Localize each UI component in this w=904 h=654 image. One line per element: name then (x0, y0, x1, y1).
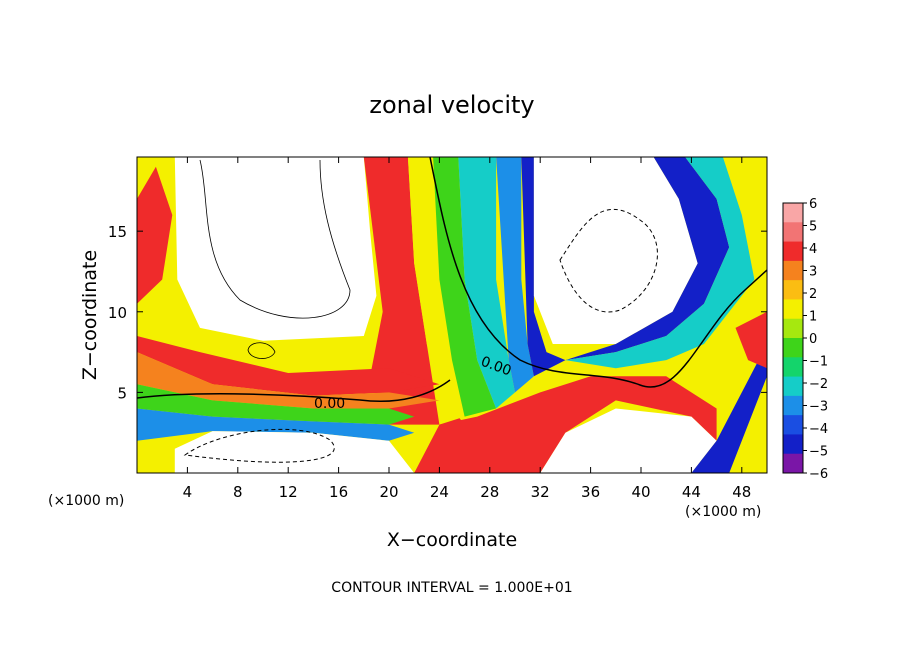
colorbar-swatch (783, 415, 803, 435)
x-tick-label: 12 (279, 483, 298, 501)
colorbar-tick-label: 3 (809, 265, 817, 280)
y-tick-label: 15 (108, 223, 127, 241)
contour-label-lower: 0.00 (314, 396, 345, 412)
field-region (363, 157, 465, 425)
field-region (540, 408, 717, 473)
colorbar-tick-label: −3 (809, 400, 828, 415)
colorbar-swatch (783, 318, 803, 339)
colorbar-swatch (783, 241, 803, 262)
field-region (137, 336, 440, 396)
chart-title: zonal velocity (369, 91, 534, 119)
field-region (137, 408, 415, 441)
x-unit-label-right: (×1000 m) (685, 504, 761, 520)
field-region (414, 376, 717, 473)
contour-lines (137, 157, 767, 463)
colorbar-swatch (783, 453, 803, 474)
colorbar-swatch (783, 260, 803, 281)
colorbar-swatch (783, 338, 803, 358)
field-region (496, 157, 534, 393)
colorbar-swatch (783, 299, 803, 320)
colorbar-swatch (783, 376, 803, 397)
colorbar-swatch (783, 395, 803, 416)
colorbar-tick-label: −2 (809, 377, 828, 392)
field-region (137, 384, 415, 425)
colorbar-tick-label: 2 (809, 287, 817, 302)
colorbar-swatch (783, 434, 803, 455)
field-region (691, 344, 767, 473)
field-region (565, 157, 730, 361)
colorbar-tick-label: 6 (809, 197, 817, 212)
x-tick-label: 48 (732, 483, 751, 501)
x-tick-label: 20 (379, 483, 398, 501)
field-region (521, 157, 566, 377)
field-region (174, 157, 377, 341)
colorbar-swatch (783, 280, 803, 300)
colorbar-tick-label: −4 (809, 422, 828, 437)
x-axis-label: X−coordinate (387, 529, 517, 551)
x-tick-label: 44 (682, 483, 701, 501)
field-region (458, 157, 515, 409)
colorbar-tick-label: 4 (809, 242, 817, 257)
colorbar-tick-label: −6 (809, 467, 828, 482)
plot-frame (136, 156, 768, 474)
x-axis-ticks: 4 8 12 16 20 24 28 32 36 40 44 48 (183, 157, 751, 501)
colorbar-tick-label: −1 (809, 355, 828, 370)
x-tick-label: 32 (531, 483, 550, 501)
dashed-contour-right (559, 208, 658, 313)
field-region (533, 157, 698, 344)
field-region (174, 431, 415, 473)
field-region (407, 157, 465, 425)
colorbar-swatch (783, 203, 803, 223)
small-closed-contour (247, 342, 276, 359)
y-axis-ticks: 5 10 15 (108, 223, 767, 402)
x-tick-label: 24 (430, 483, 449, 501)
thin-contour-left (199, 159, 351, 319)
colorbar-tick-label: −5 (809, 445, 828, 460)
velocity-field (137, 157, 767, 473)
colorbar-tick-label: 1 (809, 310, 817, 325)
x-tick-label: 28 (480, 483, 499, 501)
y-tick-label: 10 (108, 304, 127, 322)
contour-interval-note: CONTOUR INTERVAL = 1.000E+01 (331, 580, 572, 596)
colorbar: 6 5 4 3 2 1 0 −1 −2 −3 −4 −5 −6 (782, 197, 828, 482)
colorbar-tick-label: 0 (809, 332, 817, 347)
field-region (137, 166, 173, 304)
field-region (565, 157, 755, 369)
field-region (735, 311, 767, 369)
colorbar-tick-label: 5 (809, 220, 817, 235)
y-axis-label: Z−coordinate (79, 250, 101, 380)
x-tick-label: 40 (631, 483, 650, 501)
x-tick-label: 8 (233, 483, 243, 501)
zero-contour-lower (137, 379, 451, 403)
x-tick-label: 4 (183, 483, 193, 501)
colorbar-swatch (783, 222, 803, 243)
x-tick-label: 36 (581, 483, 600, 501)
x-unit-label-left: (×1000 m) (48, 493, 124, 509)
x-tick-label: 16 (329, 483, 348, 501)
y-tick-label: 5 (117, 384, 127, 402)
zero-contour-upper (429, 157, 767, 388)
colorbar-swatch (783, 357, 803, 378)
